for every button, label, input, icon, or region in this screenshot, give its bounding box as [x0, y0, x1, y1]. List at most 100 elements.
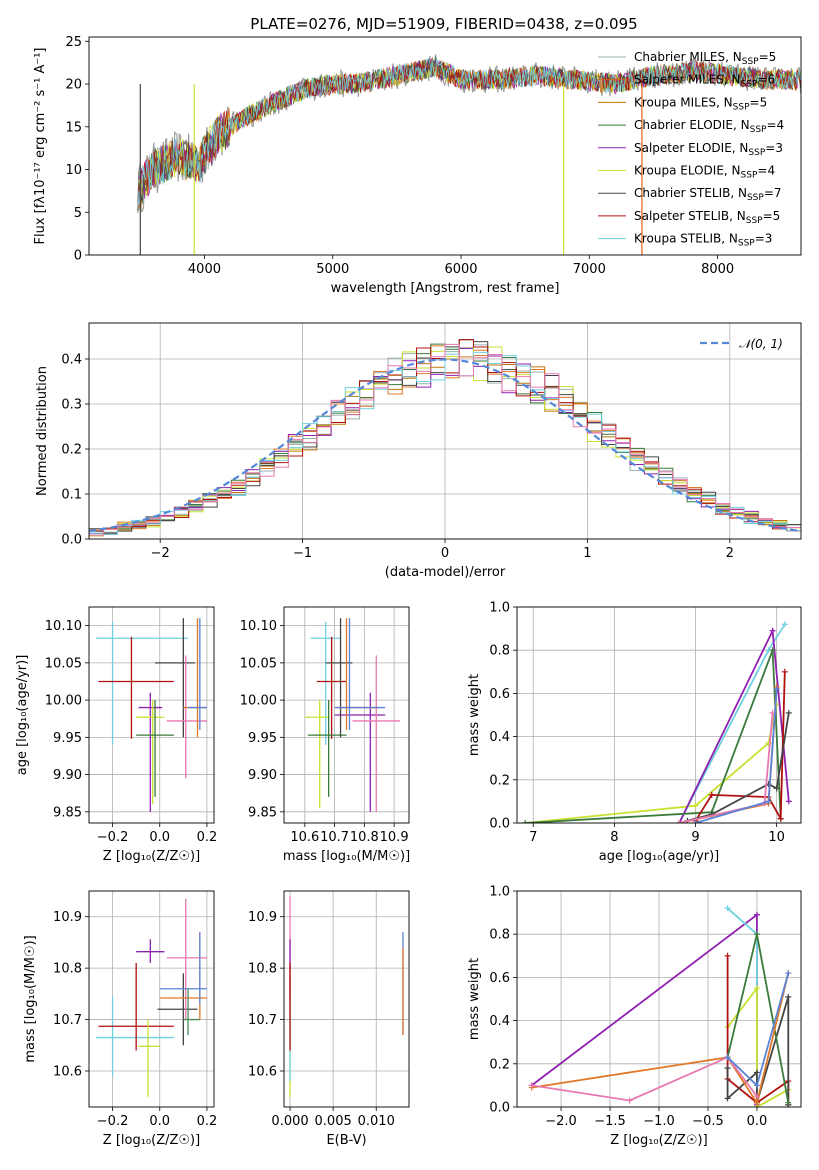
plus-marker	[753, 1093, 760, 1100]
age_vs_Z-ytick-label: 10.00	[45, 694, 82, 709]
mass_vs_EBV-frame	[283, 890, 410, 1108]
spectrum-ytick-label: 15	[65, 120, 82, 135]
plus-marker	[781, 668, 788, 675]
legend-label: Salpeter ELODIE, NSSP=3	[634, 141, 783, 158]
plus-marker	[785, 970, 792, 977]
plus-marker	[724, 1095, 731, 1102]
plus-marker	[753, 1069, 760, 1076]
residuals-ytick-label: 0.2	[61, 443, 82, 458]
plus-marker	[522, 820, 529, 823]
mass_weight_vs_age-frame	[516, 606, 802, 824]
age_vs_mass-xtick-label: 10.6	[290, 830, 319, 845]
plus-marker	[753, 1099, 760, 1106]
age_vs_Z-ytick-label: 9.85	[53, 805, 82, 820]
mass_vs_Z-ylabel: mass [log₁₀(M/M☉)]	[23, 935, 38, 1062]
mass-weight-line	[525, 704, 778, 823]
mass_weight_vs_age-ytick-label: 0.6	[489, 687, 510, 702]
plus-marker	[708, 791, 715, 798]
plus-marker	[724, 1065, 731, 1072]
mass_weight_vs_age-ytick-label: 0.8	[489, 644, 510, 659]
mass_weight_vs_age-xlabel: age [log₁₀(age/yr)]	[599, 849, 720, 864]
spectrum-xlabel: wavelength [Angstrom, rest frame]	[331, 281, 560, 296]
mass_weight_vs_Z-plot-area	[528, 905, 792, 1107]
mass_vs_EBV-xtick-label: 0.000	[271, 1114, 308, 1129]
spectrum-ytick-label: 0	[74, 249, 82, 264]
residuals-xtick-label: 1	[583, 546, 591, 561]
age_vs_mass-axes: 10.6 10.7 10.8 10.9 9.85 9.90 9.95 10.00 10.05 10…	[240, 606, 410, 864]
mass_weight_vs_age-ytick-label: 0.2	[489, 773, 510, 788]
mass_weight_vs_Z-axes: −2.0 −1.5 −1.0 −0.5 0.0 0.0 0.2 0.4 0.6 0.8 1.0 Z […	[467, 885, 802, 1148]
plus-marker	[769, 627, 776, 634]
mass_weight_vs_age-ytick-label: 0.4	[489, 730, 510, 745]
age_vs_Z-xtick-label: 0.0	[149, 830, 170, 845]
mass_weight_vs_Z-xlabel: Z [log₁₀(Z/Z☉)]	[610, 1133, 707, 1148]
spectrum-ytick-label: 20	[65, 78, 82, 93]
plus-marker	[724, 952, 731, 959]
residuals-xtick-label: 0	[441, 546, 449, 561]
legend-label: Chabrier STELIB, NSSP=7	[634, 186, 782, 203]
mass_weight_vs_Z-ylabel: mass weight	[467, 958, 482, 1040]
mass_weight_vs_Z-xtick-label: −2.0	[545, 1114, 577, 1129]
residual-histogram	[89, 343, 801, 539]
age_vs_mass-ytick-label: 10.00	[240, 694, 277, 709]
mass_vs_Z-xtick-label: 0.2	[197, 1114, 218, 1129]
age_vs_Z-ylabel: age [log₁₀(age/yr)]	[15, 655, 30, 776]
plus-marker	[724, 905, 731, 912]
residuals-xtick-label: −2	[151, 546, 170, 561]
age_vs_Z-xlabel: Z [log₁₀(Z/Z☉)]	[103, 849, 200, 864]
mass_vs_EBV-plot-area	[289, 896, 404, 1097]
age_vs_mass-xtick-label: 10.9	[380, 830, 409, 845]
figure-title: PLATE=0276, MJD=51909, FIBERID=0438, z=0…	[250, 15, 637, 33]
residuals-frame	[88, 322, 802, 540]
plus-marker	[528, 1082, 535, 1089]
plus-marker	[753, 911, 760, 918]
plus-marker	[773, 785, 780, 792]
mass_vs_Z-plot-area	[96, 898, 207, 1097]
mass_vs_EBV-ytick-label: 10.6	[248, 1065, 277, 1080]
mass_weight_vs_Z-ytick-label: 1.0	[489, 885, 510, 900]
plus-marker	[785, 798, 792, 805]
age_vs_Z-ytick-label: 10.10	[45, 619, 82, 634]
mass_vs_Z-ytick-label: 10.6	[53, 1065, 82, 1080]
spectrum-xtick-label: 4000	[188, 262, 221, 277]
age_vs_mass-ytick-label: 10.10	[240, 619, 277, 634]
mass_vs_Z-xtick-label: 0.0	[149, 1114, 170, 1129]
mass_weight_vs_age-ylabel: mass weight	[467, 674, 482, 756]
mass_weight_vs_Z-ytick-label: 0.8	[489, 928, 510, 943]
mass-weight-line	[726, 933, 790, 1103]
mass_vs_Z-ytick-label: 10.8	[53, 962, 82, 977]
legend-label: Salpeter STELIB, NSSP=5	[634, 209, 780, 226]
plus-marker	[785, 993, 792, 1000]
mass_vs_Z-frame	[88, 890, 215, 1108]
spectrum-axes: 4000 5000 6000 7000 8000 0 5 10 15 20 25 wavelength…	[33, 35, 802, 296]
age_vs_Z-ytick-label: 9.90	[53, 768, 82, 783]
mass_weight_vs_age-xtick-label: 7	[529, 830, 537, 845]
mass-weight-line	[531, 972, 790, 1105]
spectrum-model-line	[137, 57, 801, 211]
residuals-ytick-label: 0.1	[61, 488, 82, 503]
spectrum-model-line	[137, 60, 801, 211]
spectrum-model-line	[137, 56, 801, 211]
residuals-axes: −2 −1 0 1 2 0.0 0.1 0.2 0.3 0.4 (data-model)/error…	[35, 322, 802, 580]
residuals-ytick-label: 0.0	[61, 533, 82, 548]
mass_weight_vs_Z-xtick-label: −1.0	[643, 1114, 675, 1129]
age_vs_mass-plot-area	[304, 618, 401, 812]
age_vs_mass-ytick-label: 9.90	[248, 768, 277, 783]
residuals-ylabel: Normed distribution	[35, 366, 50, 496]
mass_weight_vs_Z-ytick-label: 0.2	[489, 1057, 510, 1072]
spectrum-plot-area	[137, 54, 801, 255]
mass_weight_vs_Z-ytick-label: 0.6	[489, 971, 510, 986]
plus-marker	[785, 1099, 792, 1106]
plus-marker	[626, 1097, 633, 1104]
normal-curve	[89, 358, 801, 533]
residuals-xtick-label: −1	[293, 546, 312, 561]
mass_weight_vs_age-axes: 7 8 9 10 0.0 0.2 0.4 0.6 0.8 1.0 age [log₁₀(age/yr…	[467, 601, 802, 864]
age_vs_Z-ytick-label: 9.95	[53, 731, 82, 746]
spectrum-legend: Chabrier MILES, NSSP=5 Salpeter MILES, NS…	[598, 50, 784, 249]
age_vs_mass-ytick-label: 9.85	[248, 805, 277, 820]
spectrum-frame	[88, 36, 802, 256]
mass_vs_Z-ytick-label: 10.7	[53, 1013, 82, 1028]
mass_weight_vs_age-plot-area	[522, 621, 792, 823]
spectrum-ytick-label: 25	[65, 35, 82, 50]
age_vs_mass-ytick-label: 10.05	[240, 656, 277, 671]
